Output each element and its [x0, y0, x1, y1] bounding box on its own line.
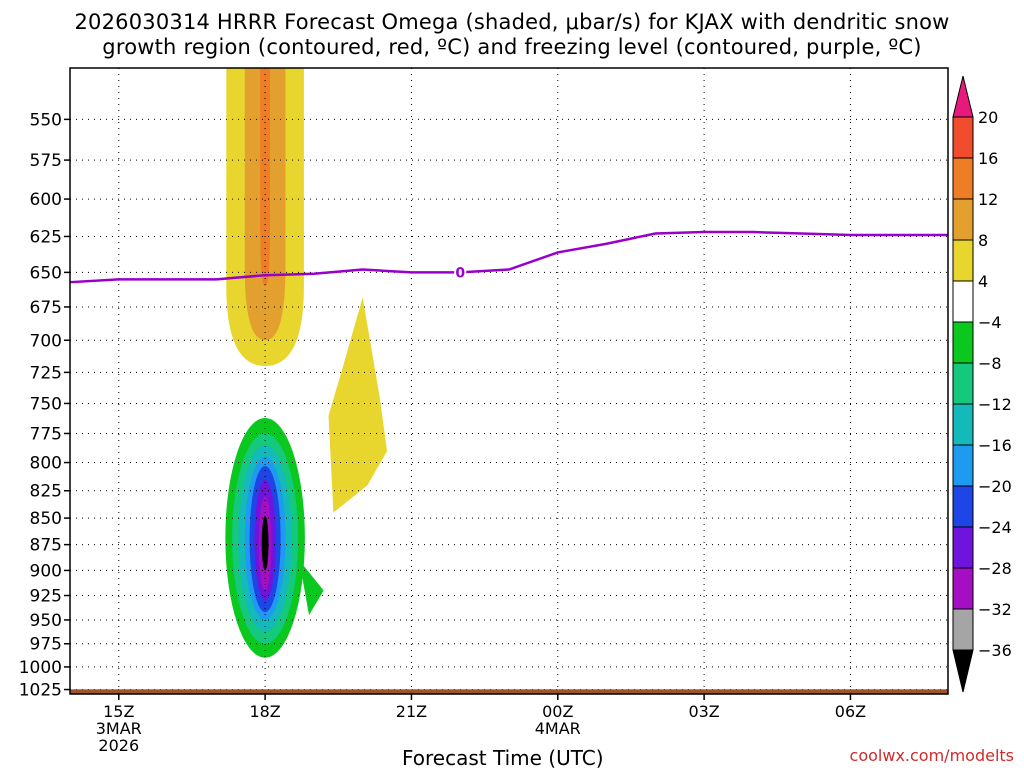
colorbar-label-0: 20 — [978, 108, 998, 127]
plot-frame — [69, 67, 949, 695]
y-tick-label-725: 725 — [30, 363, 62, 383]
colorbar-label-2: 12 — [978, 190, 998, 209]
y-tick-label-900: 900 — [30, 561, 62, 581]
y-tick-label-825: 825 — [30, 482, 62, 502]
colorbar-segment-2 — [952, 157, 974, 200]
y-tick-label-600: 600 — [30, 190, 62, 210]
y-tick-label-1000: 1000 — [19, 658, 62, 678]
colorbar-label-12: −32 — [978, 600, 1012, 619]
credit-text: coolwx.com/modelts — [849, 746, 1014, 765]
colorbar-segment-10 — [952, 485, 974, 528]
x-tick-label-15Z-1: 3MAR — [96, 719, 142, 738]
colorbar-label-8: −16 — [978, 436, 1012, 455]
x-tick-label-18Z-0: 18Z — [249, 702, 280, 721]
terrain-fill — [70, 689, 948, 694]
colorbar-segment-12 — [952, 567, 974, 610]
omega-shading — [217, 68, 388, 675]
y-tick-label-775: 775 — [30, 424, 62, 444]
x-tick-label-06Z-0: 06Z — [835, 702, 866, 721]
y-tick-label-875: 875 — [30, 536, 62, 556]
freezing-level-label: 0 — [455, 265, 465, 281]
y-tick-label-925: 925 — [30, 587, 62, 607]
y-tick-label-850: 850 — [30, 509, 62, 529]
colorbar-segment-1 — [952, 116, 974, 159]
omega-sinking-column-level-2 — [260, 68, 270, 287]
x-tick-label-15Z-0: 15Z — [103, 702, 134, 721]
freezing-level-label-bg — [454, 263, 467, 280]
colorbar-bottom-triangle — [952, 649, 974, 693]
omega-rising-core-bulge — [299, 560, 324, 616]
colorbar-label-11: −28 — [978, 559, 1012, 578]
y-tick-label-575: 575 — [30, 151, 62, 171]
colorbar-label-10: −24 — [978, 518, 1012, 537]
chart-title-line1: 2026030314 HRRR Forecast Omega (shaded, … — [74, 10, 950, 34]
colorbar-label-5: −4 — [978, 313, 1002, 332]
y-tick-label-1025: 1025 — [19, 681, 62, 701]
y-tick-label-675: 675 — [30, 298, 62, 318]
freezing-level-line — [69, 230, 948, 284]
colorbar-segment-7 — [952, 362, 974, 405]
x-tick-label-21Z-0: 21Z — [396, 702, 427, 721]
grid-lines — [70, 68, 948, 694]
freezing-level-contour: 0 — [69, 230, 948, 284]
y-axis: 550 575 600 625 650 675 700 725 750 775 800 825 850 8… — [19, 110, 70, 701]
colorbar: 20 16 12 8 4 −4 −8 −12 −16 −20 −24 −28 −32 −36 — [952, 75, 1012, 693]
x-tick-label-00Z-1: 4MAR — [535, 719, 581, 738]
terrain-strip — [70, 689, 948, 694]
x-tick-label-00Z-0: 00Z — [542, 702, 573, 721]
colorbar-label-6: −8 — [978, 354, 1002, 373]
colorbar-label-7: −12 — [978, 395, 1012, 414]
colorbar-segment-6 — [952, 321, 974, 364]
y-tick-label-700: 700 — [30, 331, 62, 351]
colorbar-label-3: 8 — [978, 231, 988, 250]
colorbar-segment-4 — [952, 239, 974, 282]
x-axis-label: Forecast Time (UTC) — [402, 746, 604, 770]
y-tick-label-550: 550 — [30, 110, 62, 130]
omega-rising-core-level-8 — [261, 515, 269, 571]
chart-title-line2: growth region (contoured, red, ºC) and f… — [102, 35, 922, 59]
colorbar-segment-5 — [952, 280, 974, 323]
y-tick-label-950: 950 — [30, 611, 62, 631]
x-tick-label-03Z-0: 03Z — [688, 702, 719, 721]
colorbar-segment-3 — [952, 198, 974, 241]
y-tick-label-750: 750 — [30, 394, 62, 414]
colorbar-label-4: 4 — [978, 272, 988, 291]
omega-secondary-plume — [328, 297, 388, 513]
colorbar-segment-13 — [952, 608, 974, 651]
colorbar-label-1: 16 — [978, 149, 998, 168]
y-tick-label-975: 975 — [30, 635, 62, 655]
colorbar-segment-9 — [952, 444, 974, 487]
y-tick-label-650: 650 — [30, 263, 62, 283]
colorbar-segment-8 — [952, 403, 974, 446]
y-tick-label-625: 625 — [30, 227, 62, 247]
colorbar-top-triangle — [952, 75, 974, 118]
colorbar-label-9: −20 — [978, 477, 1012, 496]
x-tick-label-15Z-2: 2026 — [98, 736, 139, 755]
colorbar-segment-11 — [952, 526, 974, 569]
colorbar-label-13: −36 — [978, 641, 1012, 660]
y-tick-label-800: 800 — [30, 454, 62, 474]
